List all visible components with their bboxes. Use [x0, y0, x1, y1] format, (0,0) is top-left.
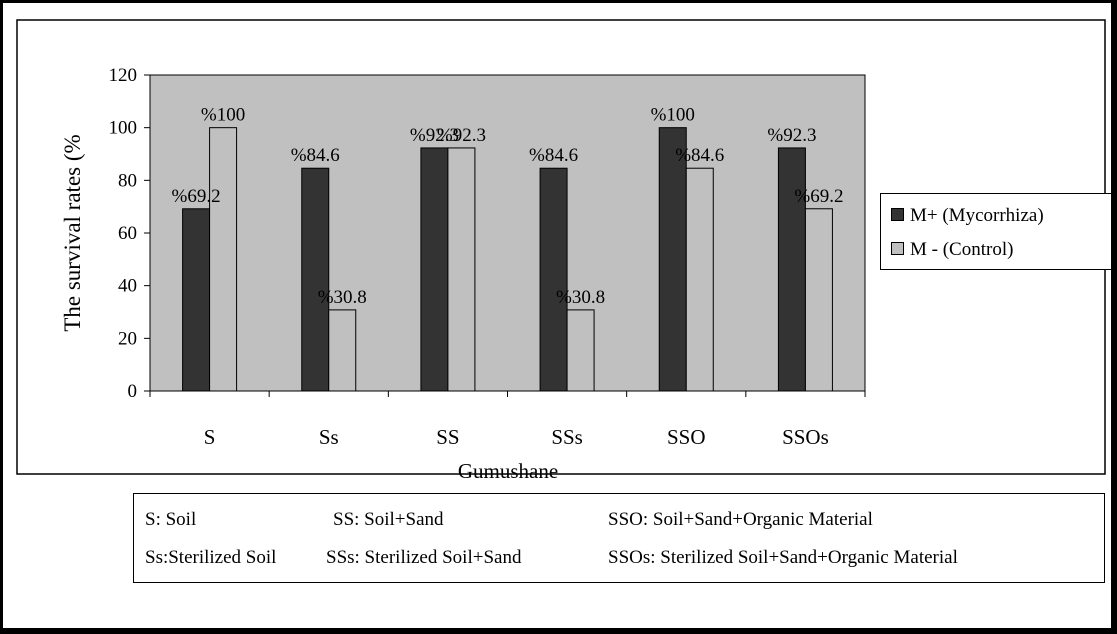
- y-tick-label: 60: [118, 223, 137, 244]
- abbreviation-key: S: Soil SS: Soil+Sand SSO: Soil+Sand+Org…: [133, 493, 1105, 583]
- y-tick-label: 0: [128, 381, 138, 402]
- bar: [539, 167, 568, 392]
- y-tick-label: 20: [118, 328, 137, 349]
- legend: M+ (Mycorrhiza) M - (Control): [880, 193, 1112, 270]
- bar-value-label: %100: [201, 105, 245, 126]
- bar-value-label: %30.8: [318, 287, 367, 308]
- abbr-sterilized-soil: Ss:Sterilized Soil: [145, 547, 277, 568]
- bar: [209, 127, 238, 392]
- abbr-sterilized-soil-sand-organic: SSOs: Sterilized Soil+Sand+Organic Mater…: [608, 547, 958, 568]
- bar-value-label: %84.6: [529, 145, 578, 166]
- bar: [301, 167, 330, 392]
- bar: [777, 147, 806, 392]
- x-axis-ticks: S Ss SS SSs SSO SSOs: [149, 391, 866, 449]
- bar-value-label: %84.6: [675, 145, 724, 166]
- bar-value-label: %92.3: [437, 125, 486, 146]
- bars: [182, 127, 833, 392]
- y-tick-label: 80: [118, 170, 137, 191]
- bar-value-label: %84.6: [291, 145, 340, 166]
- legend-label-mycorrhiza: M+ (Mycorrhiza): [910, 205, 1044, 226]
- bar-value-label: %92.3: [767, 125, 816, 146]
- x-tick-label: SS: [436, 425, 459, 449]
- bar-value-label: %69.2: [794, 186, 843, 207]
- x-tick-label: SSOs: [782, 425, 829, 449]
- legend-item-control: M - (Control): [891, 239, 1013, 261]
- x-tick-label: SSs: [551, 425, 583, 449]
- abbr-soil-sand: SS: Soil+Sand: [333, 509, 444, 530]
- abbr-soil: S: Soil: [145, 509, 197, 530]
- bar: [566, 309, 595, 392]
- legend-item-mycorrhiza: M+ (Mycorrhiza): [891, 205, 1044, 227]
- bar: [804, 208, 833, 392]
- y-axis-ticks: 0 20 40 60 80 100 120: [109, 65, 150, 402]
- y-tick-label: 40: [118, 276, 137, 297]
- x-tick-label: Ss: [319, 425, 339, 449]
- bar: [658, 127, 687, 392]
- x-axis-title: Gumushane: [458, 459, 558, 483]
- bar-value-label: %100: [651, 105, 695, 126]
- legend-swatch-mycorrhiza: [891, 208, 904, 222]
- y-axis-title: The survival rates (%: [60, 134, 85, 331]
- plot-area: [149, 74, 866, 392]
- bar-value-label: %69.2: [172, 186, 221, 207]
- abbr-sterilized-soil-sand: SSs: Sterilized Soil+Sand: [326, 547, 522, 568]
- legend-label-control: M - (Control): [910, 239, 1014, 260]
- y-tick-label: 100: [109, 118, 138, 139]
- bar-value-label: %92.3: [410, 125, 459, 146]
- bar: [447, 147, 476, 392]
- bar: [420, 147, 449, 392]
- x-tick-label: SSO: [667, 425, 706, 449]
- bar-value-label: %30.8: [556, 287, 605, 308]
- y-tick-label: 120: [109, 65, 138, 86]
- bar: [685, 167, 714, 392]
- bar-labels: %69.2 %84.6 %92.3 %84.6 %100 %92.3 %100 %30.8 %9…: [172, 105, 844, 308]
- bar: [182, 208, 211, 392]
- legend-swatch-control: [891, 242, 904, 256]
- bar: [328, 309, 357, 392]
- x-tick-label: S: [204, 425, 216, 449]
- abbr-soil-sand-organic: SSO: Soil+Sand+Organic Material: [608, 509, 873, 530]
